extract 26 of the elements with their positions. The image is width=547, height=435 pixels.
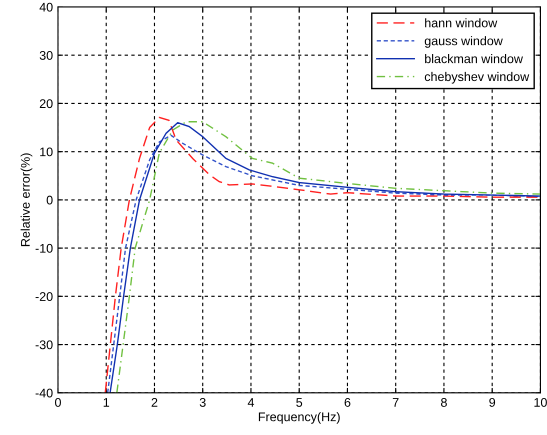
x-tick-label: 6	[344, 398, 350, 407]
y-tick-label: -30	[36, 340, 53, 350]
legend-label: gauss window	[424, 36, 503, 48]
y-tick-label: 0	[46, 196, 53, 205]
x-tick-label: 0	[54, 398, 61, 407]
y-tick-label: 40	[40, 2, 53, 12]
x-tick-label: 10	[534, 398, 547, 407]
legend-label: chebyshev window	[424, 72, 530, 84]
y-tick-label: -20	[36, 292, 53, 301]
x-tick-label: 9	[489, 398, 496, 407]
y-tick-label: 10	[40, 147, 53, 156]
y-axis-title: Relative error(%)	[20, 153, 32, 246]
x-tick-label: 7	[392, 398, 399, 407]
x-tick-label: 1	[104, 398, 110, 407]
x-tick-label: 8	[441, 398, 447, 407]
y-tick-label: -40	[36, 388, 53, 398]
legend-label: blackman window	[425, 54, 523, 64]
y-tick-label: 30	[40, 50, 53, 60]
x-axis-title: Frequency(Hz)	[258, 412, 340, 424]
y-tick-label: -10	[36, 244, 53, 253]
x-tick-label: 4	[248, 398, 254, 407]
legend-label: hann window	[425, 18, 498, 28]
x-tick-label: 3	[200, 398, 206, 407]
x-tick-label: 5	[296, 398, 302, 407]
x-tick-label: 2	[152, 398, 158, 407]
y-tick-label: 20	[40, 99, 53, 108]
